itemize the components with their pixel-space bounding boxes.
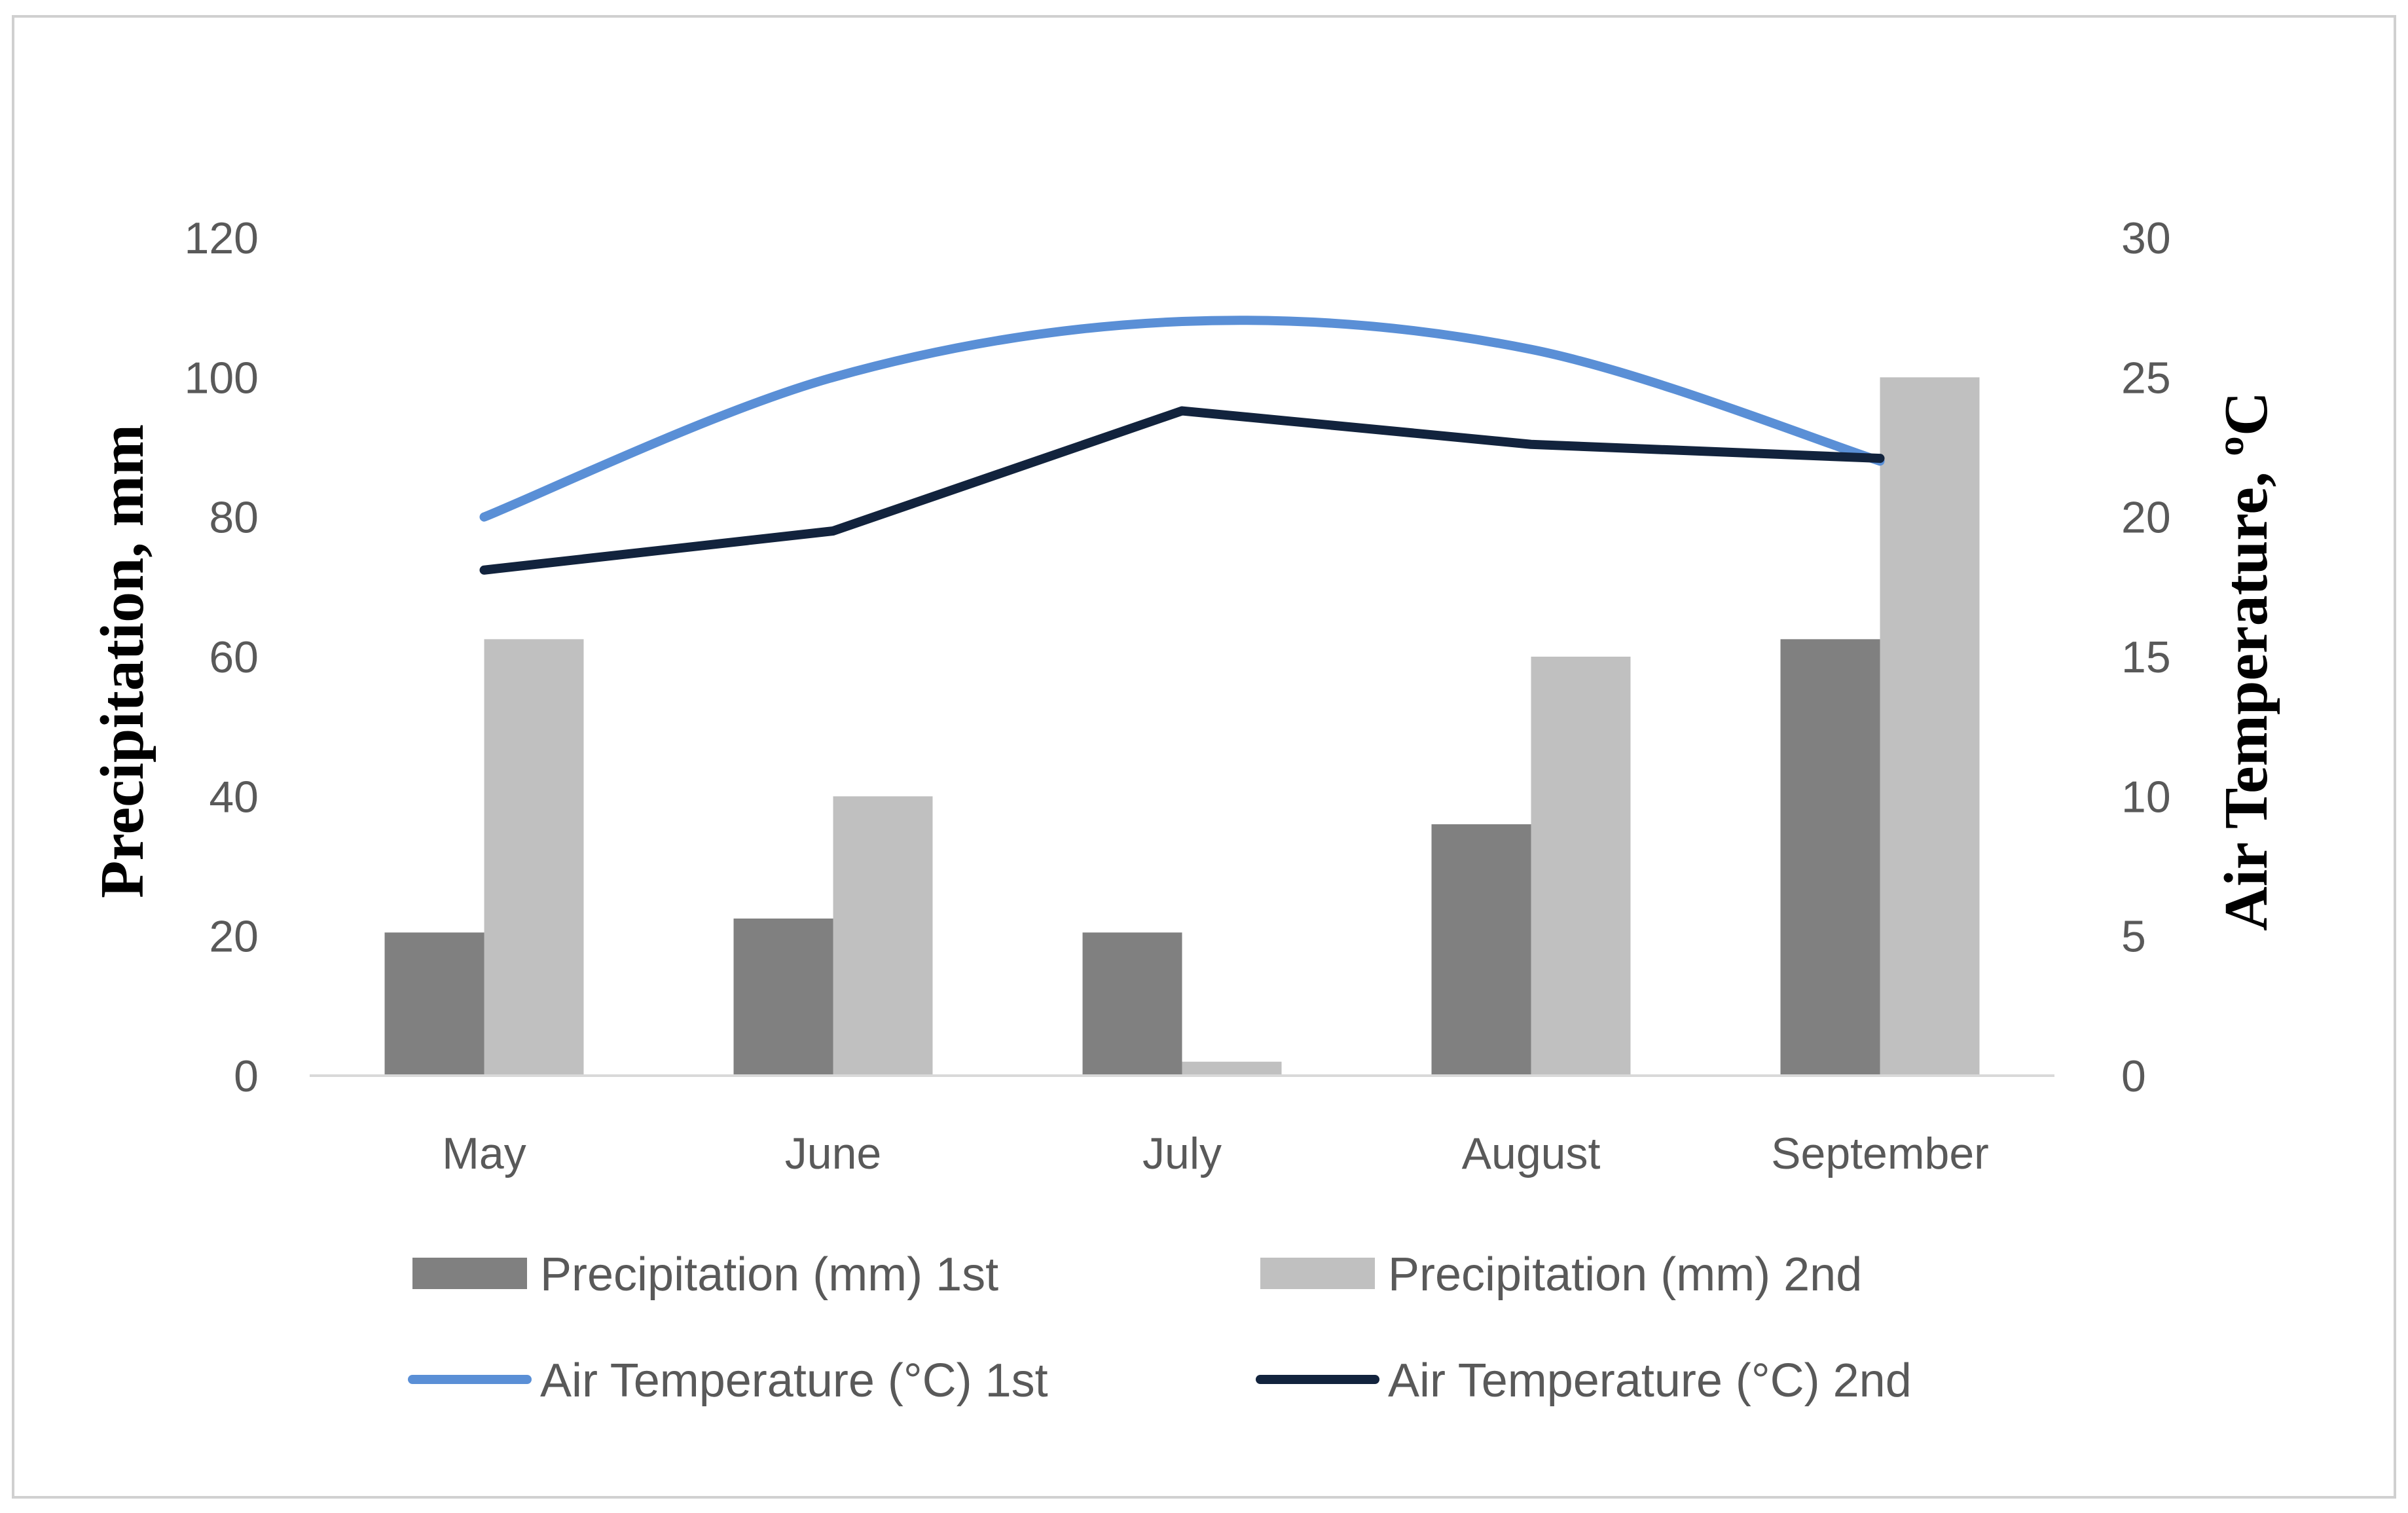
bars-layer xyxy=(384,377,1980,1076)
left-tick-label: 40 xyxy=(209,772,259,822)
right-tick-label: 20 xyxy=(2121,493,2171,543)
lines-layer xyxy=(479,316,1885,575)
legend-label-2: Precipitation (mm) 2nd xyxy=(1388,1249,1862,1301)
x-tick-label-may: May xyxy=(442,1129,526,1178)
right-tick-label: 0 xyxy=(2121,1051,2146,1101)
left-tick-label: 20 xyxy=(209,912,259,962)
chart-frame xyxy=(12,15,2396,1499)
left-tick-label: 120 xyxy=(185,213,259,263)
right-tick-label: 25 xyxy=(2121,353,2171,403)
bar-1-july xyxy=(1082,932,1182,1076)
right-tick-label: 5 xyxy=(2121,912,2146,962)
bar-2-june xyxy=(833,796,933,1076)
left-tick-label: 60 xyxy=(209,632,259,682)
legend-swatch-2 xyxy=(1260,1258,1375,1289)
line-series-1 xyxy=(479,316,1885,522)
right-axis-ticks: 0 5 10 15 20 25 30 xyxy=(2121,213,2171,1101)
line-series-2 xyxy=(479,406,1885,575)
right-axis-title: Air Temperature, ºC xyxy=(2212,392,2280,931)
legend-swatch-1 xyxy=(412,1258,527,1289)
bar-1-may xyxy=(384,932,484,1076)
bar-1-august xyxy=(1431,824,1531,1076)
right-tick-label: 15 xyxy=(2121,632,2171,682)
x-axis-ticks: May June July August September xyxy=(442,1129,1989,1178)
x-tick-label-july: July xyxy=(1142,1129,1222,1178)
left-tick-label: 0 xyxy=(234,1051,259,1101)
legend-label-3: Air Temperature (°C) 1st xyxy=(540,1355,1048,1407)
left-tick-label: 100 xyxy=(185,353,259,403)
left-axis-title: Precipitation, mm xyxy=(88,424,156,898)
x-tick-label-august: August xyxy=(1462,1129,1601,1178)
left-tick-label: 80 xyxy=(209,493,259,543)
bar-1-september xyxy=(1780,639,1880,1076)
right-tick-label: 10 xyxy=(2121,772,2171,822)
bar-2-august xyxy=(1531,657,1631,1076)
bar-2-july xyxy=(1182,1061,1282,1076)
bar-2-may xyxy=(484,639,584,1076)
legend: Precipitation (mm) 1st Precipitation (mm)… xyxy=(408,1249,1912,1407)
legend-label-1: Precipitation (mm) 1st xyxy=(540,1249,998,1301)
right-tick-label: 30 xyxy=(2121,213,2171,263)
bar-2-september xyxy=(1880,377,1980,1076)
x-tick-label-june: June xyxy=(785,1129,881,1178)
x-tick-label-september: September xyxy=(1771,1129,1989,1178)
bar-1-june xyxy=(733,919,833,1076)
legend-label-4: Air Temperature (°C) 2nd xyxy=(1388,1355,1912,1407)
left-axis-ticks: 0 20 40 60 80 100 120 xyxy=(185,213,259,1101)
